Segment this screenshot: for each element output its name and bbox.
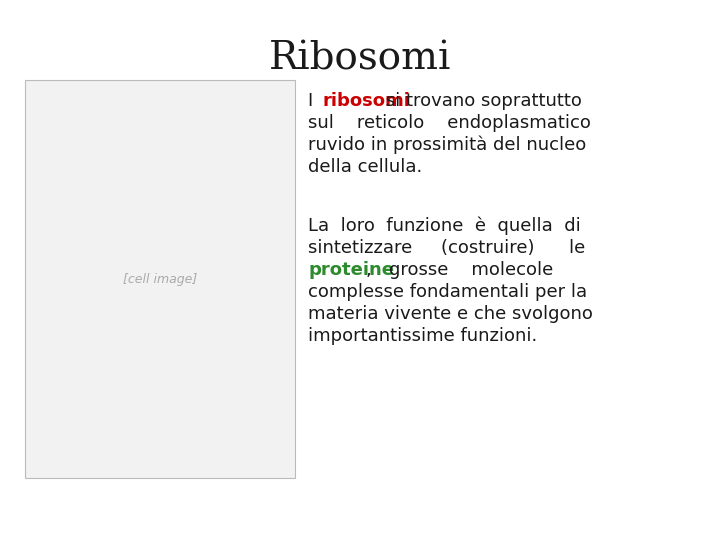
Text: sul    reticolo    endoplasmatico: sul reticolo endoplasmatico [308, 114, 591, 132]
Text: della cellula.: della cellula. [308, 158, 422, 176]
Text: proteine: proteine [308, 261, 394, 279]
Text: Ribosomi: Ribosomi [269, 40, 451, 77]
Text: La  loro  funzione  è  quella  di: La loro funzione è quella di [308, 217, 581, 235]
Text: materia vivente e che svolgono: materia vivente e che svolgono [308, 305, 593, 322]
Text: ruvido in prossimità del nucleo: ruvido in prossimità del nucleo [308, 136, 586, 154]
Text: ribosomi: ribosomi [323, 92, 410, 110]
Text: sintetizzare     (costruire)      le: sintetizzare (costruire) le [308, 239, 585, 256]
Text: complesse fondamentali per la: complesse fondamentali per la [308, 282, 587, 301]
Text: I: I [308, 92, 319, 110]
Text: [cell image]: [cell image] [123, 273, 197, 286]
Bar [25, 80, 295, 478]
Text: ,   grosse    molecole: , grosse molecole [366, 261, 553, 279]
Text: importantissime funzioni.: importantissime funzioni. [308, 327, 537, 345]
Text: si trovano soprattutto: si trovano soprattutto [380, 92, 582, 110]
